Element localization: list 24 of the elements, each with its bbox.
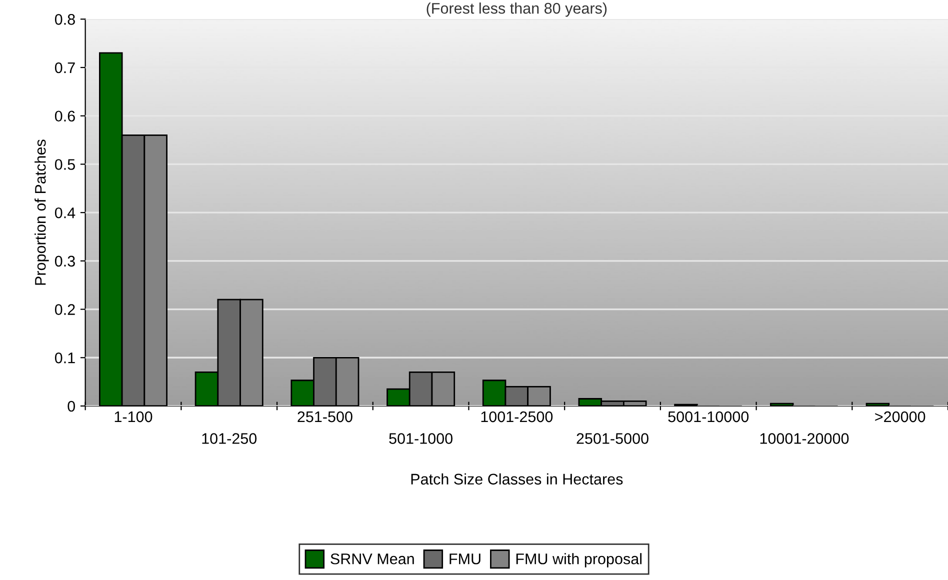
x-tick-label: 251-500 bbox=[298, 411, 352, 422]
x-tick-label: 2501-5000 bbox=[576, 433, 648, 444]
y-tick-label: 0 bbox=[68, 400, 75, 412]
x-tick-label: 501-1000 bbox=[389, 433, 452, 444]
chart-title: (Forest less than 80 years) bbox=[426, 2, 607, 17]
y-tick-label: 0.4 bbox=[54, 207, 76, 218]
legend-label: FMU with proposal bbox=[516, 553, 642, 568]
y-tick-label: 0.1 bbox=[54, 352, 75, 364]
x-tick-label: 1001-2500 bbox=[481, 411, 553, 422]
y-axis-title: Proportion of Patches bbox=[34, 140, 49, 285]
y-tick-label: 0.5 bbox=[54, 159, 75, 170]
x-tick-label: 101-250 bbox=[202, 433, 257, 444]
y-tick-label: 0.6 bbox=[54, 110, 75, 122]
x-axis-title: Patch Size Classes in Hectares bbox=[411, 473, 623, 485]
y-tick-label: 0.2 bbox=[54, 304, 75, 315]
y-tick-label: 0.7 bbox=[54, 62, 75, 74]
x-tick-label: 10001-20000 bbox=[760, 433, 849, 444]
x-tick-label: 1-100 bbox=[114, 411, 152, 422]
x-tick-label: 5001-10000 bbox=[668, 411, 749, 422]
legend-label: SRNV Mean bbox=[330, 553, 414, 564]
y-tick-label: 0.3 bbox=[54, 256, 75, 267]
x-tick-label: >20000 bbox=[875, 411, 926, 422]
legend-label: FMU bbox=[450, 554, 480, 564]
y-tick-label: 0.8 bbox=[54, 14, 75, 25]
